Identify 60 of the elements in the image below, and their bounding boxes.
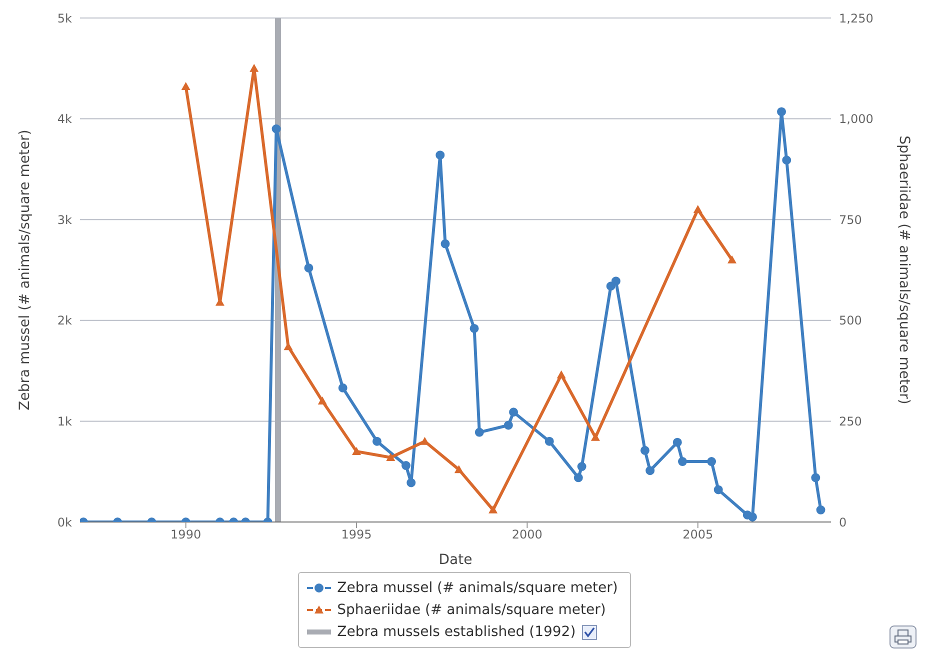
point xyxy=(556,370,566,378)
point xyxy=(372,436,382,446)
x-tick-label: 1990 xyxy=(170,528,202,542)
point xyxy=(672,438,682,447)
point xyxy=(304,263,314,272)
point xyxy=(402,461,410,470)
y-tick-label: 1k xyxy=(57,414,72,428)
point xyxy=(250,64,259,72)
point xyxy=(318,396,327,405)
point xyxy=(436,150,445,160)
point xyxy=(504,420,513,430)
y2-tick-label: 500 xyxy=(839,314,862,328)
point xyxy=(488,505,498,514)
y2-tick-label: 0 xyxy=(839,515,847,530)
point xyxy=(352,446,362,455)
point xyxy=(611,276,620,286)
point xyxy=(640,446,650,455)
legend-label: Zebra mussel (# animals/square meter) xyxy=(337,579,618,598)
point xyxy=(544,436,554,446)
y-tick-label: 3k xyxy=(57,212,72,227)
point xyxy=(474,428,484,437)
point xyxy=(707,457,716,466)
point xyxy=(678,457,688,466)
point xyxy=(574,473,583,482)
point xyxy=(272,124,281,134)
point xyxy=(577,462,586,472)
point xyxy=(782,156,792,165)
y-tick-label: 2k xyxy=(57,314,72,328)
x-tick-label: 2005 xyxy=(682,528,714,542)
y2-tick-label: 250 xyxy=(839,414,862,428)
point xyxy=(509,408,518,417)
y2-tick-label: 750 xyxy=(839,212,862,227)
y-tick-label: 5k xyxy=(57,11,72,26)
y2-tick-label: 1,250 xyxy=(839,11,874,26)
point xyxy=(816,505,826,514)
point xyxy=(590,432,600,441)
legend-label: Sphaeriidae (# animals/square meter) xyxy=(337,601,606,620)
y-axis-title: Zebra mussel (# animals/square meter) xyxy=(16,130,33,410)
point xyxy=(386,452,396,461)
x-tick-label: 2000 xyxy=(512,528,542,542)
point xyxy=(181,82,190,90)
point xyxy=(714,485,723,494)
point xyxy=(454,465,464,474)
y-tick-label: 4k xyxy=(57,112,72,126)
point xyxy=(693,205,702,214)
point xyxy=(406,478,416,488)
point xyxy=(777,107,786,116)
point xyxy=(728,255,737,264)
y2-axis-title: Sphaeriidae (# animals/square meter) xyxy=(896,136,912,404)
point xyxy=(811,473,820,482)
legend-label: Zebra mussels established (1992) xyxy=(337,623,576,642)
point xyxy=(440,239,450,248)
point xyxy=(748,512,757,522)
point xyxy=(646,466,655,476)
y-tick-label: 0k xyxy=(57,515,72,530)
x-axis-title: Date xyxy=(438,552,472,568)
point xyxy=(470,324,479,333)
y2-tick-label: 1,000 xyxy=(839,112,874,126)
point xyxy=(338,383,348,392)
x-tick-label: 1995 xyxy=(341,528,372,542)
